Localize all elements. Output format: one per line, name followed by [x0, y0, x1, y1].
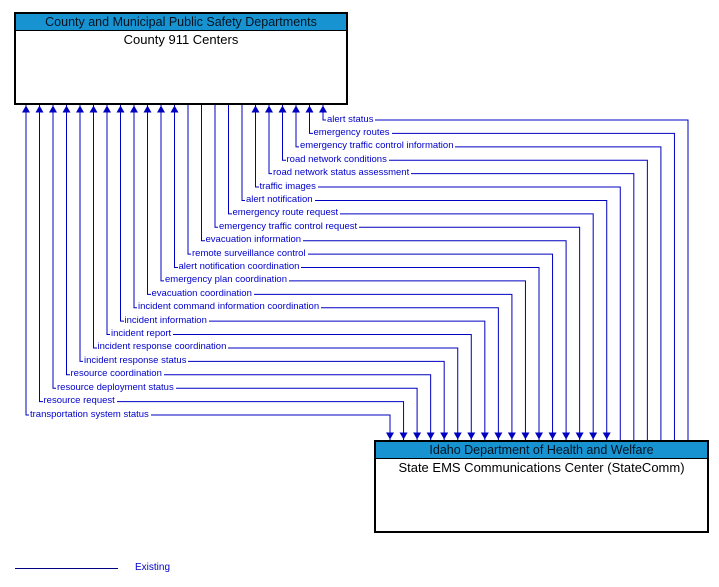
flow-label: resource deployment status: [56, 381, 176, 394]
flow-label: alert status: [326, 113, 376, 126]
arrowhead-down-icon: [521, 432, 530, 440]
flow-line: [268, 105, 635, 440]
arrowhead-up-icon: [89, 105, 98, 113]
flow-line: [66, 105, 432, 440]
flow-line: [241, 105, 608, 440]
flow-line: [120, 105, 486, 440]
flow-line: [187, 105, 554, 440]
arrowhead-up-icon: [170, 105, 179, 113]
flow-label: road network status assessment: [272, 167, 412, 180]
flow-label: incident information: [123, 314, 209, 327]
flow-label: traffic images: [258, 180, 318, 193]
arrowhead-down-icon: [453, 432, 462, 440]
flow-line: [106, 105, 472, 440]
arrowhead-down-icon: [602, 432, 611, 440]
flow-line: [214, 105, 581, 440]
entity-county-911: County and Municipal Public Safety Depar…: [14, 12, 348, 105]
arrowhead-down-icon: [413, 432, 422, 440]
arrowhead-down-icon: [440, 432, 449, 440]
flow-label: emergency traffic control information: [299, 140, 456, 153]
arrowhead-up-icon: [76, 105, 84, 113]
flow-label: emergency plan coordination: [164, 274, 289, 287]
flow-label: emergency routes: [312, 126, 392, 139]
flow-label: emergency traffic control request: [218, 220, 360, 233]
flow-label: alert notification coordination: [177, 261, 302, 273]
legend: Existing: [0, 560, 719, 580]
flow-line: [39, 105, 405, 440]
arrowhead-up-icon: [130, 105, 138, 113]
arrowhead-down-icon: [399, 432, 408, 440]
arrowhead-up-icon: [292, 105, 300, 113]
arrowhead-down-icon: [548, 432, 557, 440]
flow-line: [52, 105, 418, 440]
flow-label: incident response status: [83, 354, 189, 367]
flow-label: resource request: [42, 395, 117, 408]
flow-label: remote surveillance control: [191, 247, 308, 260]
flow-line: [228, 105, 594, 440]
flow-label: transportation system status: [29, 408, 151, 421]
flow-label: alert notification: [245, 193, 315, 206]
arrowhead-up-icon: [305, 105, 314, 113]
arrowhead-down-icon: [535, 432, 544, 440]
legend-line-sample: [15, 568, 118, 569]
arrowhead-up-icon: [62, 105, 71, 113]
flow-label: incident report: [110, 328, 174, 341]
flow-line: [93, 105, 459, 440]
legend-label: Existing: [135, 562, 171, 573]
arrowhead-down-icon: [494, 432, 503, 440]
arrowhead-down-icon: [386, 432, 395, 440]
flow-line: [160, 105, 526, 440]
arrowhead-up-icon: [157, 105, 165, 113]
arrowhead-down-icon: [507, 432, 516, 440]
arrowhead-up-icon: [116, 105, 125, 113]
flow-line: [255, 105, 621, 440]
flow-line: [174, 105, 540, 440]
arrowhead-down-icon: [480, 432, 489, 440]
arrowhead-down-icon: [575, 432, 584, 440]
arrowhead-up-icon: [49, 105, 57, 113]
arrowhead-down-icon: [426, 432, 435, 440]
entity-statecomm-header: Idaho Department of Health and Welfare: [376, 442, 707, 459]
entity-statecomm: Idaho Department of Health and Welfare S…: [374, 440, 709, 533]
arrowhead-up-icon: [103, 105, 111, 113]
flow-label: resource coordination: [69, 368, 164, 381]
arrowhead-up-icon: [265, 105, 273, 113]
arrowhead-down-icon: [467, 432, 476, 440]
flow-label: evacuation information: [204, 234, 304, 247]
arrowhead-up-icon: [143, 105, 152, 113]
arrowhead-up-icon: [319, 105, 327, 113]
arrowhead-down-icon: [562, 432, 571, 440]
flow-label: evacuation coordination: [150, 287, 254, 300]
arrowhead-up-icon: [22, 105, 30, 113]
flow-label: emergency route request: [231, 207, 341, 220]
arrowhead-up-icon: [35, 105, 44, 113]
flow-line: [147, 105, 513, 440]
flow-line: [309, 105, 675, 440]
flow-line: [201, 105, 567, 440]
flow-label: incident command information coordinatio…: [137, 301, 322, 314]
flow-line: [282, 105, 648, 440]
flow-label: road network conditions: [285, 153, 389, 166]
flow-line: [25, 105, 391, 440]
flow-line: [79, 105, 445, 440]
entity-county-911-header: County and Municipal Public Safety Depar…: [16, 14, 346, 31]
arrowhead-up-icon: [251, 105, 260, 113]
entity-county-911-title: County 911 Centers: [123, 32, 239, 47]
entity-statecomm-title: State EMS Communications Center (StateCo…: [398, 460, 685, 475]
flow-label: incident response coordination: [96, 341, 229, 354]
arrowhead-up-icon: [278, 105, 287, 113]
arrowhead-down-icon: [589, 432, 598, 440]
flow-line: [295, 105, 662, 440]
